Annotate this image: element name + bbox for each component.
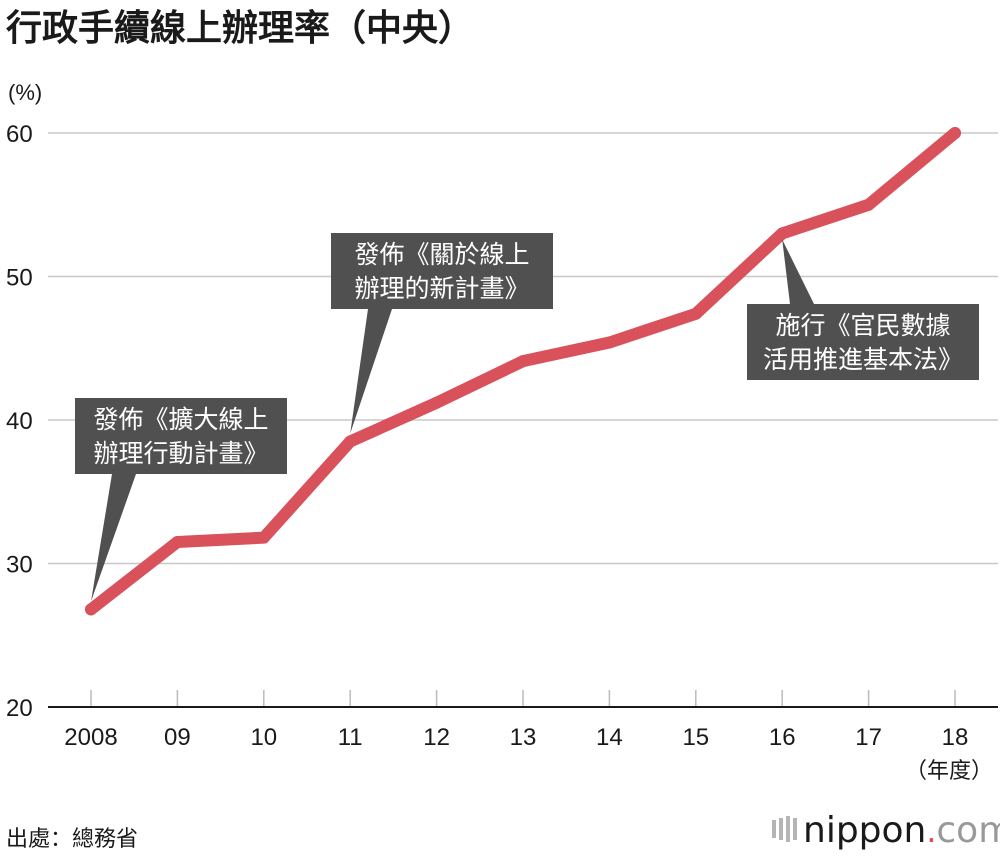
x-tick-label: 18	[942, 724, 969, 751]
source-note: 出處：總務省	[6, 826, 138, 851]
data-point	[171, 535, 184, 548]
callout-text: 施行《官民數據	[775, 312, 950, 340]
data-point	[689, 307, 702, 320]
logo-text: nippon	[803, 810, 926, 851]
callout-text: 辦理行動計畫》	[93, 440, 268, 468]
chart-title: 行政手續線上辦理率（中央）	[6, 7, 474, 48]
data-point	[776, 227, 789, 240]
logo-dot: .	[926, 809, 936, 850]
callout-pointer	[782, 239, 814, 304]
data-point	[517, 355, 529, 368]
y-tick-label: 20	[6, 695, 33, 722]
y-axis-ticks: 20 30 40 50 60	[6, 121, 33, 722]
callout-pointer	[91, 474, 136, 602]
data-point	[430, 396, 443, 409]
y-axis-unit: (%)	[8, 80, 42, 105]
series-layer	[85, 127, 961, 616]
nippon-logo: nippon.com	[772, 809, 1000, 851]
x-tick-label: 12	[423, 724, 450, 751]
callout-text: 活用推進基本法》	[763, 346, 963, 374]
callout-box	[747, 304, 979, 380]
y-tick-label: 40	[6, 408, 33, 435]
x-tick-label: 2008	[64, 724, 117, 751]
callout-pointer	[350, 309, 392, 434]
callout-text: 發佈《關於線上	[354, 241, 529, 269]
callout-box	[75, 398, 287, 474]
x-tick-label: 15	[682, 724, 709, 751]
y-tick-label: 30	[6, 552, 33, 579]
annotations: 發佈《擴大線上辦理行動計畫》發佈《關於線上辦理的新計畫》施行《官民數據活用推進基…	[75, 233, 979, 602]
x-tick-label: 09	[164, 724, 191, 751]
x-tick-label: 14	[596, 724, 623, 751]
data-point	[862, 198, 875, 211]
x-axis-ticks: 2008 09 10 11 12 13 14 15 16 17 18	[64, 690, 968, 751]
logo-bars-icon	[772, 816, 797, 842]
y-tick-label: 50	[6, 265, 33, 292]
logo-wordmark: nippon.com	[803, 809, 1000, 851]
data-point	[85, 603, 97, 616]
x-tick-label: 13	[510, 724, 537, 751]
callout-box	[331, 233, 553, 309]
y-tick-label: 60	[6, 121, 33, 148]
x-axis-unit: （年度）	[905, 758, 993, 783]
x-tick-label: 16	[769, 724, 796, 751]
x-tick-label: 11	[338, 724, 363, 751]
data-point	[949, 127, 961, 139]
callout-text: 發佈《擴大線上	[93, 406, 268, 434]
callout-text: 辦理的新計畫》	[354, 275, 529, 303]
x-tick-label: 10	[250, 724, 277, 751]
data-point	[603, 336, 616, 349]
data-point	[344, 435, 357, 448]
data-point	[257, 531, 270, 544]
logo-domain: com	[936, 810, 1000, 851]
x-tick-label: 17	[855, 724, 882, 751]
